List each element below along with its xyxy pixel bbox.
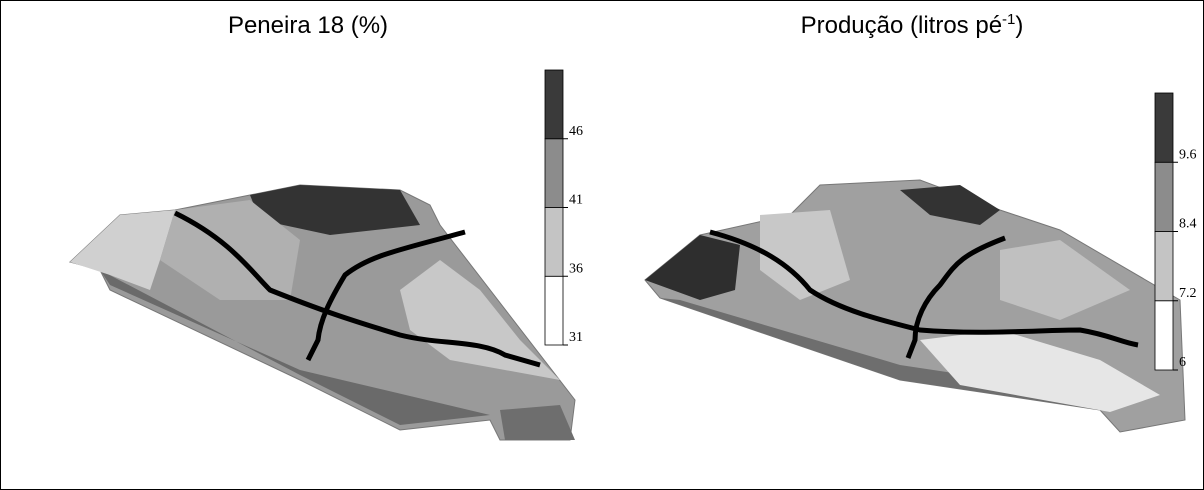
title-superscript: -1: [1002, 11, 1015, 28]
colorbar-band: [545, 208, 563, 277]
tick-label: 9.6: [1179, 147, 1197, 162]
title-text: Peneira 18 (%): [228, 12, 388, 39]
colorbar-band: [1155, 232, 1173, 301]
colorbar-band: [545, 139, 563, 208]
tick-label: 8.4: [1179, 217, 1197, 232]
colorbar-band: [545, 276, 563, 345]
panel-title: Produção (litros pé-1): [801, 11, 1024, 39]
tick-label: 6: [1179, 355, 1186, 370]
tick-label: 46: [569, 124, 583, 139]
tick-label: 31: [569, 330, 583, 345]
figure: Peneira 18 (%) 31 36 41 46 Produção (litros p…: [0, 0, 1204, 490]
colorbar-band: [1155, 93, 1173, 162]
colorbar-band: [545, 70, 563, 139]
tick-label: 36: [569, 261, 583, 276]
panel-title: Peneira 18 (%): [228, 12, 388, 39]
title-text: Produção (litros pé: [801, 12, 1002, 39]
colorbar-band: [1155, 162, 1173, 231]
colorbar-band: [1155, 301, 1173, 370]
tick-label: 7.2: [1179, 286, 1197, 301]
title-suffix: ): [1015, 12, 1023, 39]
tick-label: 41: [569, 193, 583, 208]
